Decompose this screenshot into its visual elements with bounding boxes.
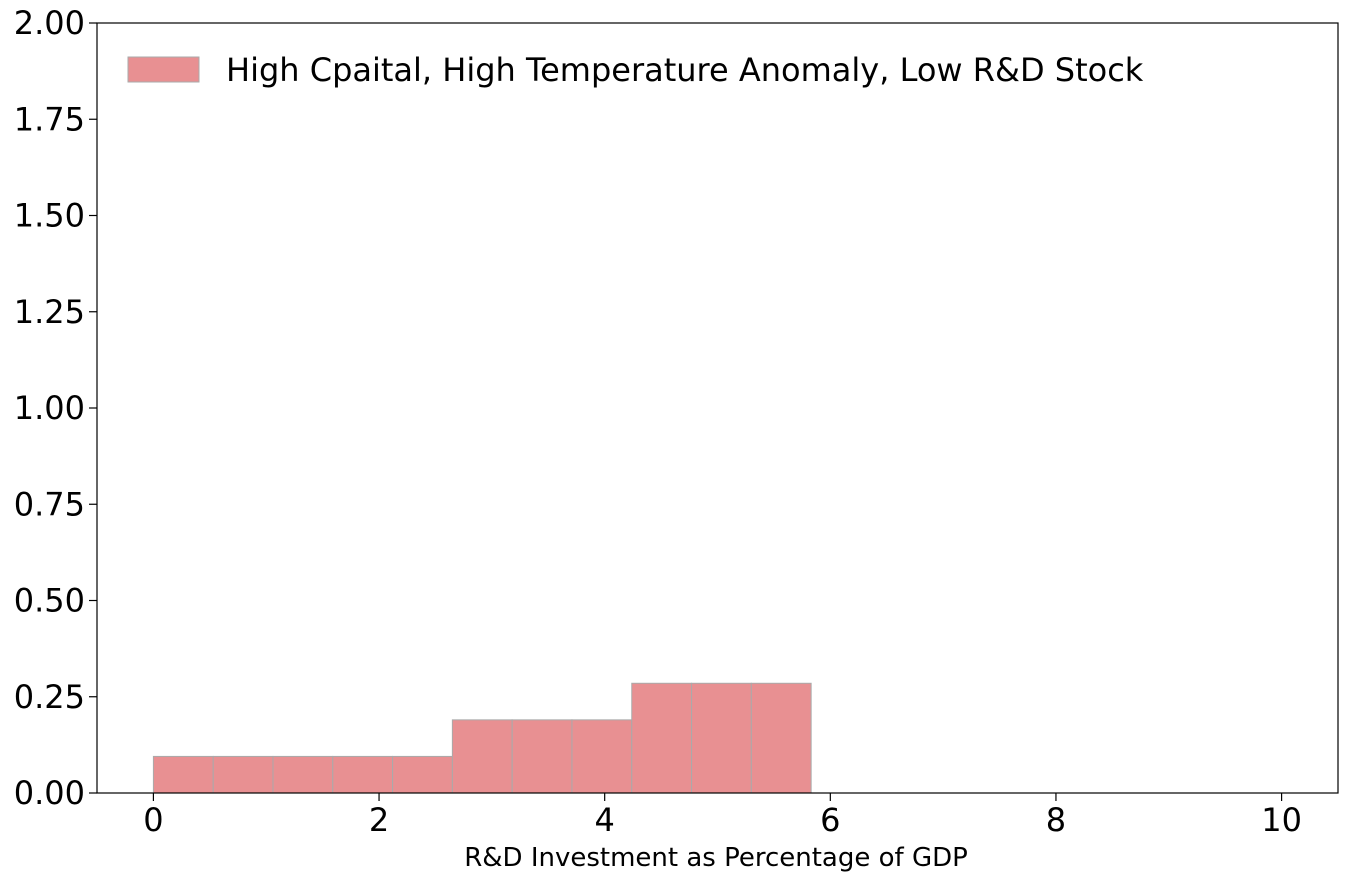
histogram-bar (511, 719, 573, 794)
bars-layer (152, 682, 812, 794)
histogram-bar (750, 682, 812, 794)
y-tick-label: 1.75 (14, 100, 85, 138)
plot-frame (96, 22, 1339, 794)
x-axis-title: R&D Investment as Percentage of GDP (464, 843, 968, 873)
legend-swatch (127, 56, 200, 83)
histogram-bar (451, 719, 513, 794)
y-tick-label: 1.50 (14, 197, 85, 235)
x-tick-label: 6 (820, 801, 840, 839)
histogram-bar (332, 755, 394, 794)
y-tick-label: 0.75 (14, 485, 85, 523)
y-tick-label: 0.25 (14, 678, 85, 716)
histogram-bar (212, 755, 274, 794)
legend-label: High Cpaital, High Temperature Anomaly, … (226, 51, 1144, 89)
y-tick-label: 0.50 (14, 582, 85, 620)
legend: High Cpaital, High Temperature Anomaly, … (127, 51, 1144, 89)
histogram-bar (272, 755, 334, 794)
histogram-bar (571, 719, 633, 794)
y-tick-label: 1.25 (14, 293, 85, 331)
histogram-bar (152, 755, 214, 794)
histogram-bar (631, 682, 693, 794)
x-tick-label: 4 (595, 801, 615, 839)
x-tick-label: 2 (369, 801, 389, 839)
x-tick-label: 10 (1261, 801, 1302, 839)
x-tick-label: 8 (1046, 801, 1066, 839)
y-tick-label: 2.00 (14, 4, 85, 42)
histogram-bar (392, 755, 453, 794)
y-tick-label: 1.00 (14, 389, 85, 427)
axes-layer: 0.00 0.25 0.50 0.75 1.00 1.25 1.50 1.75 2.00 0 2 4 6… (14, 4, 1339, 839)
x-tick-label: 0 (143, 801, 163, 839)
y-tick-label: 0.00 (14, 774, 85, 812)
histogram-bar (691, 682, 752, 794)
